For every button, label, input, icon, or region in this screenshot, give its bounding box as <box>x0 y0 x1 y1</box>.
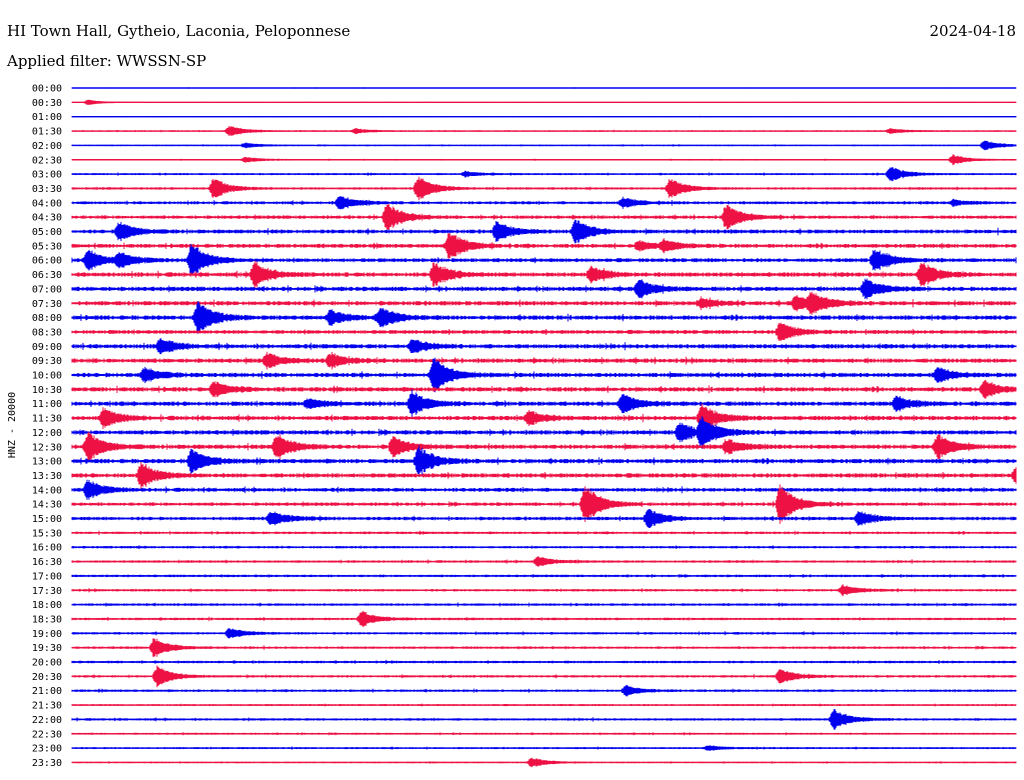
row-time-label: 09:00 <box>32 342 62 353</box>
row-time-label: 23:30 <box>32 758 62 769</box>
row-time-label: 17:00 <box>32 571 62 582</box>
row-time-label: 06:30 <box>32 270 62 281</box>
row-time-label: 05:00 <box>32 227 62 238</box>
row-time-label: 06:00 <box>32 256 62 267</box>
row-time-label: 08:30 <box>32 327 62 338</box>
station-title: HI Town Hall, Gytheio, Laconia, Peloponn… <box>7 22 350 40</box>
time-tick-labels: 00:00 00:30 01:00 01:30 02:00 02:30 03:00 03:30… <box>32 84 62 769</box>
row-time-label: 12:00 <box>32 428 62 439</box>
row-time-label: 21:30 <box>32 701 62 712</box>
row-time-label: 00:00 <box>32 84 62 95</box>
row-time-label: 03:00 <box>32 170 62 181</box>
row-time-label: 09:30 <box>32 356 62 367</box>
row-time-label: 13:00 <box>32 457 62 468</box>
filter-label: Applied filter: WWSSN-SP <box>6 52 206 70</box>
row-time-label: 04:30 <box>32 213 62 224</box>
row-time-label: 05:30 <box>32 241 62 252</box>
row-time-label: 07:00 <box>32 284 62 295</box>
row-time-label: 00:30 <box>32 98 62 109</box>
row-time-label: 01:00 <box>32 112 62 123</box>
row-time-label: 18:30 <box>32 614 62 625</box>
row-time-label: 11:00 <box>32 399 62 410</box>
row-time-label: 15:00 <box>32 514 62 525</box>
row-time-label: 20:30 <box>32 672 62 683</box>
row-time-label: 21:00 <box>32 686 62 697</box>
row-time-label: 17:30 <box>32 586 62 597</box>
row-time-label: 03:30 <box>32 184 62 195</box>
row-time-label: 10:00 <box>32 371 62 382</box>
row-time-label: 18:00 <box>32 600 62 611</box>
row-time-label: 04:00 <box>32 198 62 209</box>
row-time-label: 22:30 <box>32 729 62 740</box>
row-time-label: 12:30 <box>32 442 62 453</box>
row-time-label: 01:30 <box>32 127 62 138</box>
row-time-label: 15:30 <box>32 528 62 539</box>
row-time-label: 20:00 <box>32 658 62 669</box>
row-time-label: 19:30 <box>32 643 62 654</box>
row-time-label: 16:00 <box>32 543 62 554</box>
trace-rows <box>71 87 1017 768</box>
row-time-label: 22:00 <box>32 715 62 726</box>
row-time-label: 02:00 <box>32 141 62 152</box>
row-time-label: 14:30 <box>32 500 62 511</box>
row-time-label: 16:30 <box>32 557 62 568</box>
row-time-label: 13:30 <box>32 471 62 482</box>
row-time-label: 19:00 <box>32 629 62 640</box>
row-time-label: 02:30 <box>32 155 62 166</box>
row-time-label: 14:00 <box>32 485 62 496</box>
date-label: 2024-04-18 <box>930 22 1016 40</box>
row-time-label: 23:00 <box>32 744 62 755</box>
row-time-label: 08:00 <box>32 313 62 324</box>
row-time-label: 10:30 <box>32 385 62 396</box>
y-axis-label: HNZ - 20000 <box>7 392 18 458</box>
row-time-label: 11:30 <box>32 414 62 425</box>
row-time-label: 07:30 <box>32 299 62 310</box>
